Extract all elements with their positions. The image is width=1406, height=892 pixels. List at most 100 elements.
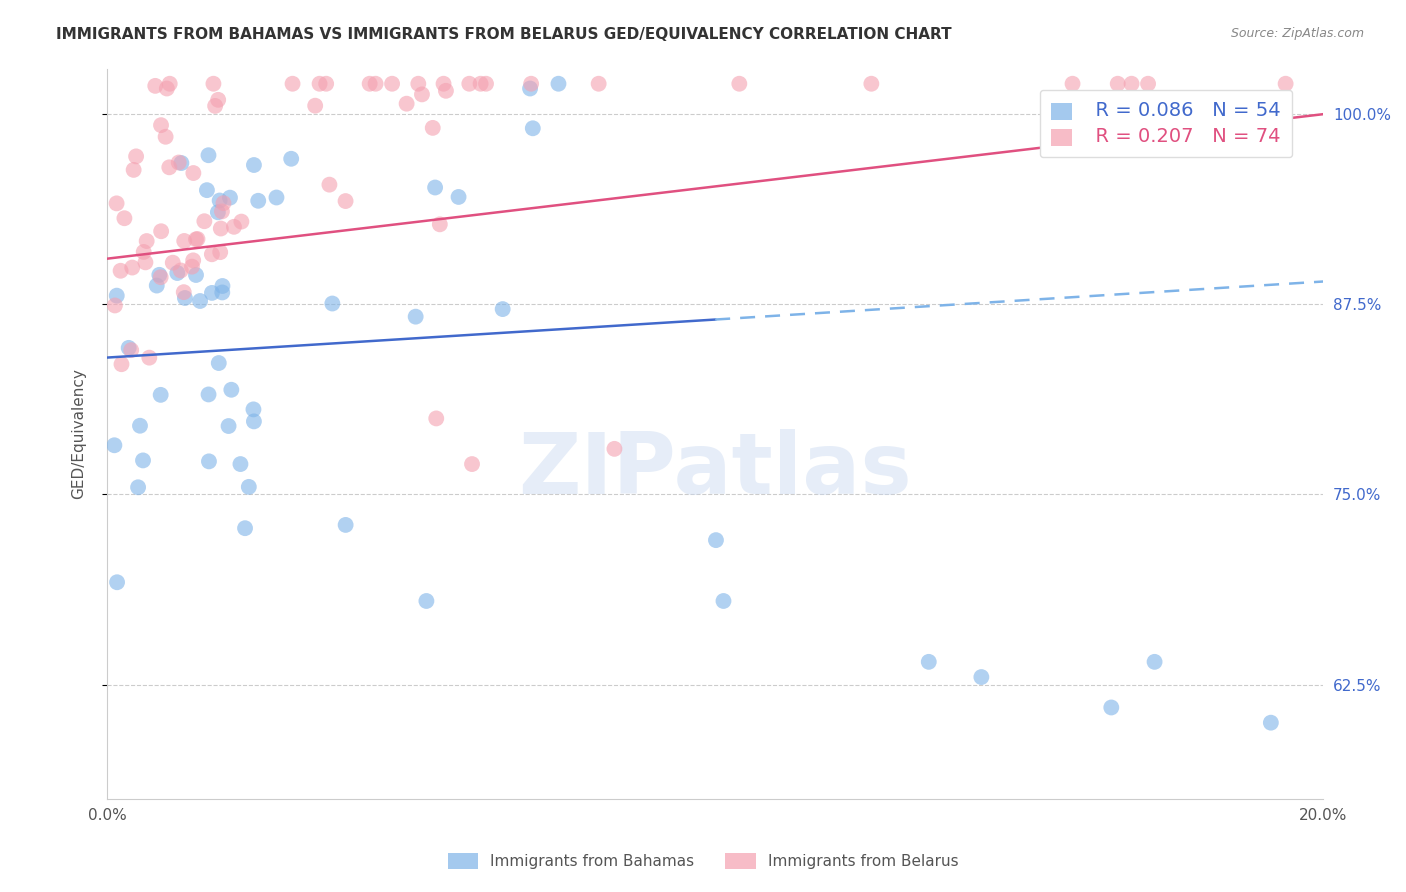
Legend: Immigrants from Bahamas, Immigrants from Belarus: Immigrants from Bahamas, Immigrants from… — [441, 847, 965, 875]
Point — [321, 296, 343, 310]
Point — [149, 270, 172, 285]
Point — [408, 77, 430, 91]
Point — [415, 594, 437, 608]
Point — [183, 166, 205, 180]
Point — [150, 224, 173, 238]
Point — [173, 234, 195, 248]
Point — [422, 120, 444, 135]
Point — [318, 178, 340, 192]
Point — [184, 268, 207, 282]
Point — [104, 298, 127, 312]
Point — [304, 98, 326, 112]
Point — [364, 77, 387, 91]
Point — [149, 388, 172, 402]
Point — [713, 594, 735, 608]
Point — [470, 77, 492, 91]
Point — [143, 78, 166, 93]
Point — [129, 418, 152, 433]
Point — [429, 217, 451, 231]
Point — [229, 457, 252, 471]
Point — [188, 293, 211, 308]
Point — [918, 655, 941, 669]
Point — [211, 279, 233, 293]
Point — [157, 161, 180, 175]
Point — [1107, 77, 1129, 91]
Point — [208, 356, 231, 370]
Point — [174, 291, 197, 305]
Point — [1137, 77, 1160, 91]
Point — [520, 77, 543, 91]
Point — [588, 77, 610, 91]
Point — [155, 129, 177, 144]
Text: ZIPatlas: ZIPatlas — [519, 429, 912, 512]
Point — [1099, 700, 1122, 714]
Point — [243, 158, 266, 172]
Point — [243, 414, 266, 428]
Point — [148, 268, 170, 282]
Point — [105, 196, 128, 211]
Point — [242, 402, 264, 417]
Point — [238, 480, 260, 494]
Point — [127, 480, 149, 494]
Point — [209, 245, 232, 260]
Point — [1121, 77, 1143, 91]
Legend:   R = 0.086   N = 54,   R = 0.207   N = 74: R = 0.086 N = 54, R = 0.207 N = 74 — [1040, 90, 1292, 157]
Point — [423, 180, 446, 194]
Point — [170, 263, 193, 277]
Point — [492, 302, 515, 317]
Point — [197, 148, 219, 162]
Point — [1260, 715, 1282, 730]
Point — [1143, 655, 1166, 669]
Point — [860, 77, 883, 91]
Point — [202, 77, 225, 91]
Point — [1274, 77, 1296, 91]
Point — [159, 77, 181, 91]
Point — [208, 194, 231, 208]
Point — [103, 438, 125, 452]
Point — [181, 260, 204, 274]
Point — [193, 214, 215, 228]
Point — [145, 278, 167, 293]
Point — [221, 383, 243, 397]
Point — [170, 156, 193, 170]
Point — [212, 196, 235, 211]
Point — [198, 454, 221, 468]
Point — [135, 234, 157, 248]
Point — [156, 81, 179, 95]
Point — [201, 247, 224, 261]
Point — [603, 442, 626, 456]
Point — [110, 357, 132, 371]
Point — [219, 191, 242, 205]
Text: IMMIGRANTS FROM BAHAMAS VS IMMIGRANTS FROM BELARUS GED/EQUIVALENCY CORRELATION C: IMMIGRANTS FROM BAHAMAS VS IMMIGRANTS FR… — [56, 27, 952, 42]
Point — [308, 77, 330, 91]
Point — [728, 77, 751, 91]
Point — [395, 96, 418, 111]
Point — [173, 285, 195, 300]
Point — [233, 521, 256, 535]
Point — [222, 219, 245, 234]
Point — [162, 255, 184, 269]
Point — [138, 351, 160, 365]
Y-axis label: GED/Equivalency: GED/Equivalency — [72, 368, 86, 500]
Point — [207, 205, 229, 219]
Point — [132, 453, 155, 467]
Point — [704, 533, 727, 548]
Point — [411, 87, 433, 102]
Point — [281, 77, 304, 91]
Point — [197, 387, 219, 401]
Point — [122, 162, 145, 177]
Point — [181, 253, 204, 268]
Point — [522, 121, 544, 136]
Point — [134, 255, 156, 269]
Point — [132, 244, 155, 259]
Point — [547, 77, 569, 91]
Point — [359, 77, 381, 91]
Point — [231, 214, 253, 228]
Point — [266, 190, 288, 204]
Point — [118, 341, 141, 355]
Point — [405, 310, 427, 324]
Point — [335, 517, 357, 532]
Point — [434, 84, 457, 98]
Text: Source: ZipAtlas.com: Source: ZipAtlas.com — [1230, 27, 1364, 40]
Point — [475, 77, 498, 91]
